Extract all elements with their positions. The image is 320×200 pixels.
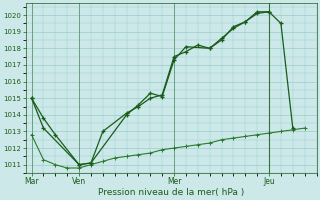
X-axis label: Pression niveau de la mer( hPa ): Pression niveau de la mer( hPa ): [98, 188, 244, 197]
